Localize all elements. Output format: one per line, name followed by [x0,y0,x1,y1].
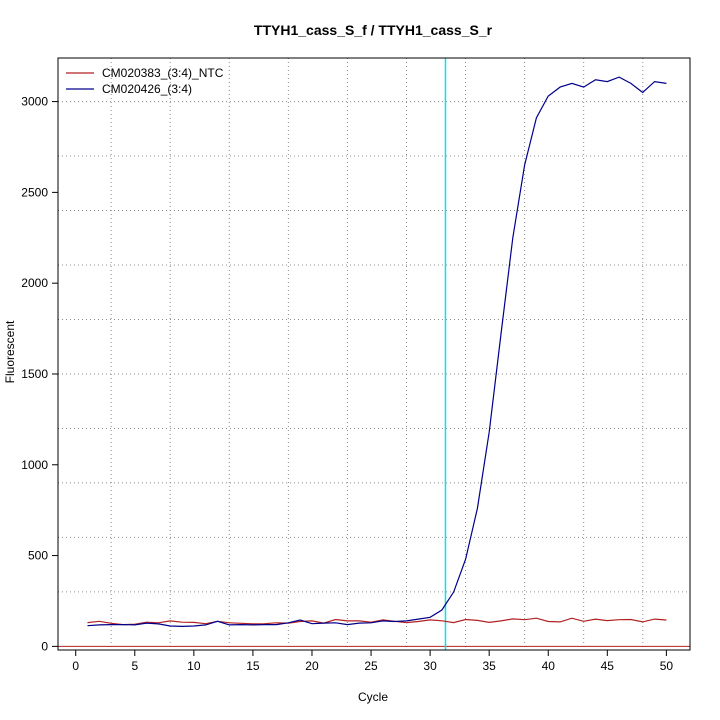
chart-title: TTYH1_cass_S_f / TTYH1_cass_S_r [254,22,493,38]
x-tick-label: 45 [601,659,615,673]
y-tick-label: 0 [41,639,48,653]
grid [58,58,690,650]
plot-frame [57,57,691,651]
y-tick-label: 3000 [21,95,48,109]
y-tick-label: 1500 [21,367,48,381]
x-tick-label: 30 [423,659,437,673]
x-tick-label: 15 [246,659,260,673]
x-tick-label: 10 [187,659,201,673]
x-tick-label: 25 [364,659,378,673]
y-tick-label: 500 [28,549,48,563]
x-tick-label: 35 [482,659,496,673]
x-axis-label: Cycle [358,690,388,704]
y-tick-label: 2000 [21,276,48,290]
x-tick-label: 20 [305,659,319,673]
x-tick-label: 40 [542,659,556,673]
y-tick-label: 1000 [21,458,48,472]
series-layer [87,76,667,628]
x-tick-label: 50 [660,659,674,673]
legend-label-1: CM020383_(3:4)_NTC [102,66,224,80]
legend-label-2: CM020426_(3:4) [102,82,192,96]
threshold-layer [58,58,690,650]
series-line-2 [87,76,667,628]
legend: CM020383_(3:4)_NTC CM020426_(3:4) [66,66,224,96]
y-tick-label: 2500 [21,185,48,199]
y-axis: 0 500 1000 1500 2000 2500 3000 [21,95,58,653]
y-axis-label: Fluorescent [3,320,17,383]
x-tick-label: 0 [72,659,79,673]
x-tick-label: 5 [131,659,138,673]
x-axis: 0 5 10 15 20 25 30 35 40 45 50 [72,650,673,673]
series-line-1 [87,617,667,626]
